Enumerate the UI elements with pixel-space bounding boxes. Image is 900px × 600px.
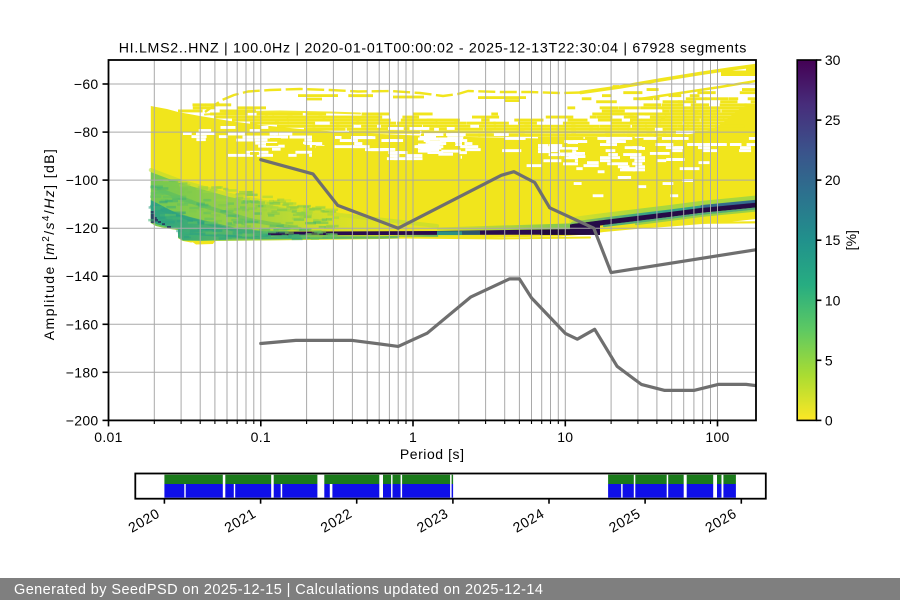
- svg-text:−100: −100: [66, 172, 99, 188]
- svg-text:25: 25: [825, 112, 841, 128]
- svg-text:100: 100: [705, 429, 729, 445]
- svg-text:−200: −200: [66, 412, 99, 428]
- svg-text:HI.LMS2..HNZ | 100.0Hz | 2020-: HI.LMS2..HNZ | 100.0Hz | 2020-01-01T00:0…: [119, 41, 747, 57]
- svg-text:0: 0: [825, 412, 833, 428]
- svg-text:−80: −80: [74, 124, 99, 140]
- svg-text:−60: −60: [74, 76, 99, 92]
- svg-text:[%]: [%]: [843, 230, 859, 250]
- svg-text:−140: −140: [66, 268, 99, 284]
- svg-text:Period [s]: Period [s]: [400, 446, 465, 462]
- svg-text:5: 5: [825, 352, 833, 368]
- svg-text:−180: −180: [66, 364, 99, 380]
- svg-text:20: 20: [825, 172, 841, 188]
- svg-text:10: 10: [557, 429, 573, 445]
- svg-text:15: 15: [825, 232, 841, 248]
- svg-text:−160: −160: [66, 316, 99, 332]
- svg-text:−120: −120: [66, 220, 99, 236]
- svg-text:1: 1: [409, 429, 417, 445]
- svg-text:0.01: 0.01: [94, 429, 122, 445]
- svg-text:10: 10: [825, 292, 841, 308]
- svg-text:Generated by SeedPSD on 2025-1: Generated by SeedPSD on 2025-12-15 | Cal…: [14, 582, 543, 598]
- svg-text:0.1: 0.1: [251, 429, 271, 445]
- svg-text:Amplitude [m2/s4/Hz] [dB]: Amplitude [m2/s4/Hz] [dB]: [41, 148, 57, 340]
- svg-text:30: 30: [825, 52, 841, 68]
